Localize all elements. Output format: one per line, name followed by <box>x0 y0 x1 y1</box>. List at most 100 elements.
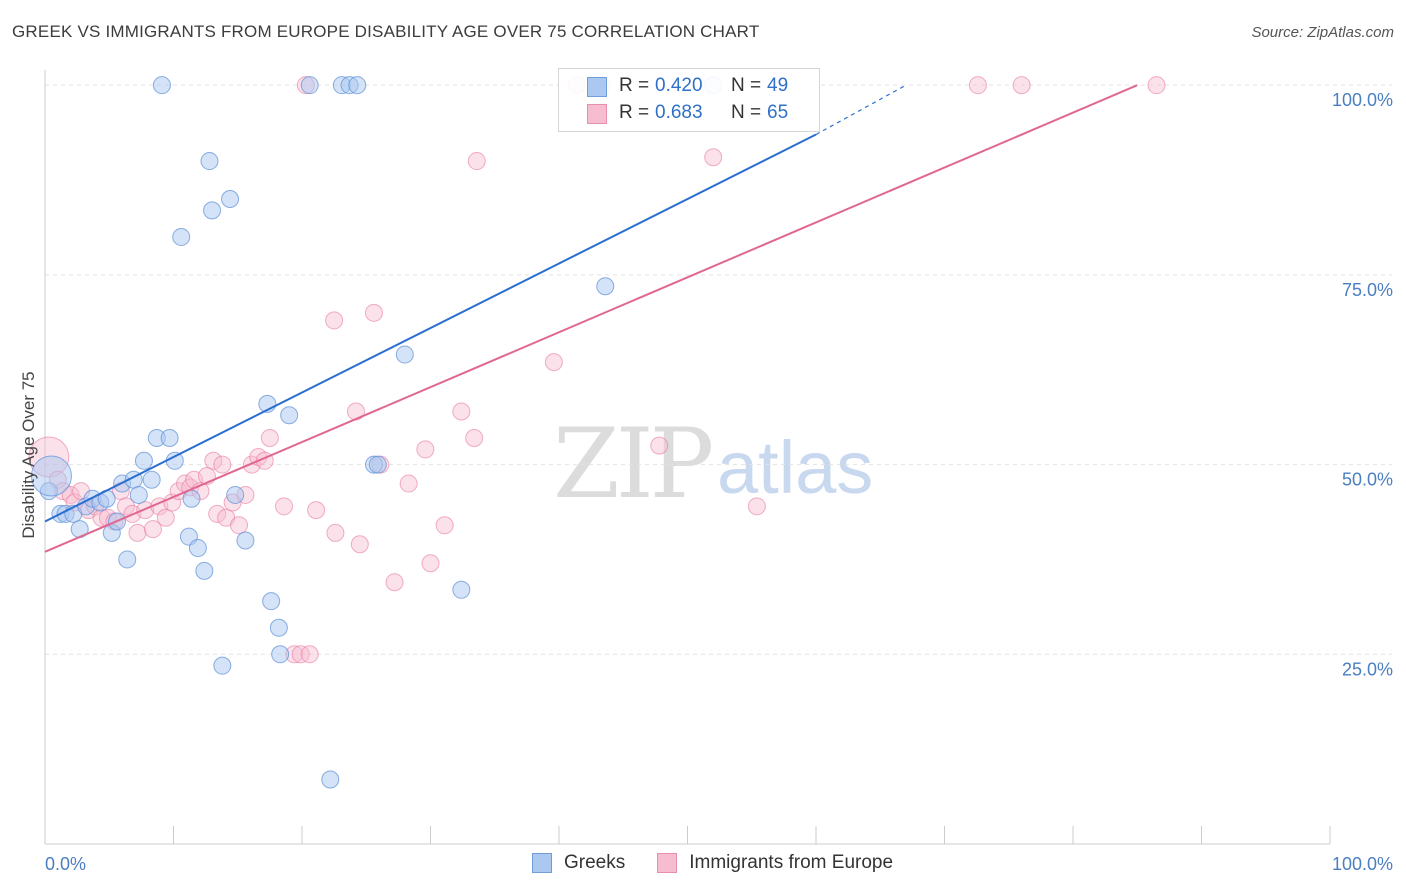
legend-r-value: 0.420 <box>655 75 703 96</box>
watermark-atlas: atlas <box>717 426 874 509</box>
point-greek <box>188 539 207 558</box>
chart-title: GREEK VS IMMIGRANTS FROM EUROPE DISABILI… <box>12 22 760 41</box>
trendline-greeks-extension <box>815 84 907 136</box>
point-greek <box>221 190 240 208</box>
point-greek <box>395 345 414 364</box>
legend-row-greeks: R = 0.420 N = 49 <box>619 74 788 98</box>
point-europe <box>260 429 279 448</box>
point-greek <box>152 76 171 95</box>
trendline-europe <box>44 84 1138 553</box>
point-greek <box>203 201 222 220</box>
point-europe <box>385 573 404 592</box>
legend-swatch-greeks <box>587 77 607 97</box>
point-greek <box>271 645 290 664</box>
legend-item-europe: Immigrants from Europe <box>657 852 893 874</box>
point-europe <box>275 497 294 516</box>
point-europe <box>1012 76 1031 95</box>
legend-n-label: N = <box>731 75 762 96</box>
points-europe <box>28 76 1166 664</box>
point-greek <box>200 152 219 171</box>
point-europe <box>416 440 435 459</box>
point-greek <box>236 531 255 550</box>
y-axis-title: Disability Age Over 75 <box>19 371 38 538</box>
point-europe <box>452 402 471 421</box>
point-greek <box>262 592 281 611</box>
point-europe <box>128 523 147 542</box>
legend-r-label: R = <box>619 75 650 96</box>
point-greek <box>134 451 153 470</box>
legend-row-europe: R = 0.683 N = 65 <box>619 101 788 125</box>
point-europe <box>421 554 440 573</box>
point-greek <box>30 455 72 497</box>
point-europe <box>399 474 418 493</box>
point-europe <box>1147 76 1166 95</box>
point-greek <box>300 76 319 95</box>
point-europe <box>544 353 563 372</box>
source-credit: Source: ZipAtlas.com <box>1251 24 1394 41</box>
point-europe <box>465 429 484 448</box>
point-europe <box>968 76 987 95</box>
point-europe <box>704 148 723 167</box>
trendline-greeks <box>44 133 817 523</box>
legend-swatch-europe <box>587 104 607 124</box>
point-europe <box>213 455 232 474</box>
point-greek <box>213 656 232 675</box>
point-europe <box>364 303 383 322</box>
point-greek <box>269 618 288 637</box>
point-europe <box>326 523 345 542</box>
legend-swatch-greeks <box>532 853 552 873</box>
point-europe <box>208 504 227 523</box>
legend-n-value: 65 <box>767 102 789 123</box>
legend-n-value: 49 <box>767 75 789 96</box>
point-greek <box>368 455 387 474</box>
x-tick-label: 100.0% <box>1332 854 1393 874</box>
point-europe <box>325 311 344 330</box>
watermark-zip: ZIP <box>553 408 714 520</box>
point-greek <box>452 580 471 599</box>
point-europe <box>300 645 319 664</box>
point-europe <box>350 535 369 554</box>
point-greek <box>195 561 214 580</box>
point-greek <box>321 770 340 789</box>
point-europe <box>116 497 135 516</box>
axis-layer <box>44 70 1331 845</box>
label-layer: 25.0% 50.0% 75.0% 100.0% 0.0% 100.0% Disabilit… <box>19 90 1393 874</box>
grid-layer <box>45 84 1392 655</box>
point-greek <box>118 550 137 569</box>
point-greek <box>596 277 615 296</box>
point-europe <box>435 516 454 535</box>
point-europe <box>156 508 175 527</box>
legend-n-label: N = <box>731 102 762 123</box>
point-greek <box>172 227 191 246</box>
y-tick-label: 50.0% <box>1342 470 1393 490</box>
point-greek <box>142 470 161 489</box>
legend-swatch-europe <box>657 853 678 873</box>
y-tick-label: 75.0% <box>1342 280 1393 300</box>
series-legend: Greeks Immigrants from Europe <box>532 852 925 874</box>
point-greek <box>129 485 148 504</box>
point-europe <box>467 152 486 171</box>
point-europe <box>747 497 766 516</box>
legend-r-label: R = <box>619 102 650 123</box>
point-europe <box>204 451 223 470</box>
x-tick-label: 0.0% <box>45 854 86 874</box>
points-greek <box>30 76 723 789</box>
point-greek <box>165 451 184 470</box>
point-greek <box>226 485 245 504</box>
legend-label-greeks: Greeks <box>564 852 626 873</box>
legend-item-greeks: Greeks <box>532 852 625 874</box>
point-europe <box>650 436 669 455</box>
point-greek <box>348 76 367 95</box>
trend-layer <box>44 84 1138 553</box>
y-tick-label: 100.0% <box>1332 90 1393 110</box>
point-greek <box>160 429 179 448</box>
point-europe <box>230 516 249 535</box>
point-europe <box>143 520 162 539</box>
point-europe <box>307 501 326 520</box>
correlation-legend: R = 0.420 N = 49 R = 0.683 N = 65 <box>558 68 820 132</box>
legend-r-value: 0.683 <box>655 102 703 123</box>
point-greek <box>280 406 299 425</box>
point-europe <box>136 501 155 520</box>
legend-label-europe: Immigrants from Europe <box>689 852 894 873</box>
